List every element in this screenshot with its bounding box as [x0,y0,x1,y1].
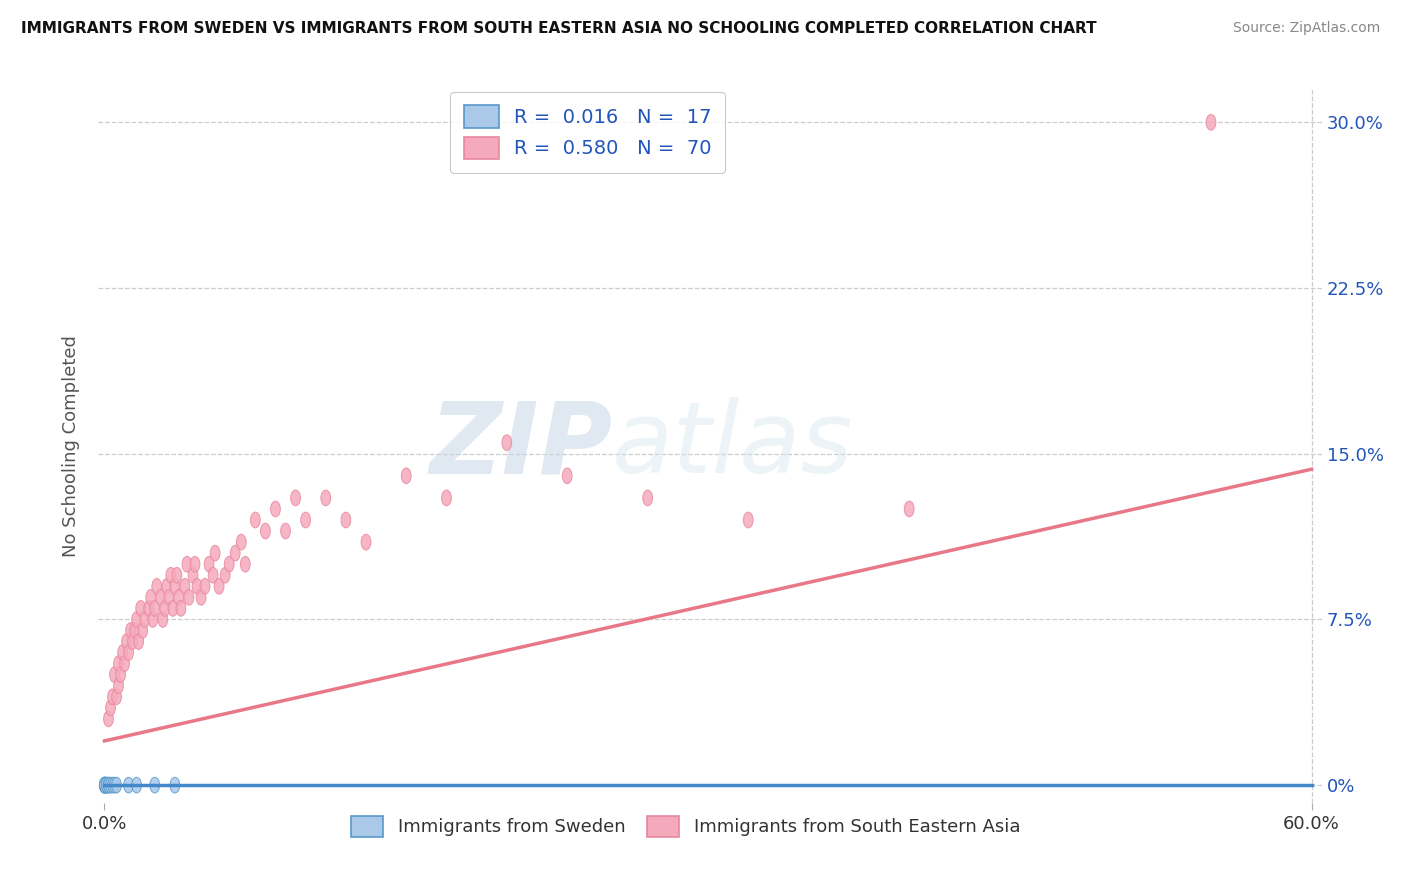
Ellipse shape [281,524,291,539]
Text: ZIP: ZIP [429,398,612,494]
Ellipse shape [240,557,250,572]
Ellipse shape [100,777,110,793]
Ellipse shape [132,612,142,627]
Ellipse shape [231,545,240,561]
Ellipse shape [176,600,186,616]
Ellipse shape [138,623,148,639]
Ellipse shape [108,689,117,705]
Ellipse shape [301,512,311,528]
Ellipse shape [225,557,233,572]
Ellipse shape [124,777,134,793]
Ellipse shape [114,678,124,694]
Ellipse shape [170,578,180,594]
Ellipse shape [167,600,177,616]
Ellipse shape [139,612,149,627]
Ellipse shape [214,578,224,594]
Ellipse shape [132,777,142,793]
Ellipse shape [104,777,114,793]
Ellipse shape [221,567,231,583]
Ellipse shape [100,777,110,793]
Ellipse shape [136,600,146,616]
Ellipse shape [129,623,139,639]
Ellipse shape [162,578,172,594]
Text: IMMIGRANTS FROM SWEDEN VS IMMIGRANTS FROM SOUTH EASTERN ASIA NO SCHOOLING COMPLE: IMMIGRANTS FROM SWEDEN VS IMMIGRANTS FRO… [21,21,1097,37]
Ellipse shape [172,567,181,583]
Ellipse shape [904,501,914,516]
Ellipse shape [643,490,652,506]
Ellipse shape [114,656,124,672]
Text: atlas: atlas [612,398,853,494]
Ellipse shape [291,490,301,506]
Ellipse shape [165,590,174,605]
Ellipse shape [170,777,180,793]
Ellipse shape [166,567,176,583]
Ellipse shape [120,656,129,672]
Ellipse shape [200,578,209,594]
Ellipse shape [152,578,162,594]
Legend: Immigrants from Sweden, Immigrants from South Eastern Asia: Immigrants from Sweden, Immigrants from … [343,808,1028,844]
Ellipse shape [180,578,190,594]
Ellipse shape [174,590,184,605]
Ellipse shape [270,501,280,516]
Ellipse shape [134,633,143,649]
Ellipse shape [110,667,120,682]
Ellipse shape [260,524,270,539]
Ellipse shape [105,700,115,715]
Ellipse shape [211,545,219,561]
Ellipse shape [250,512,260,528]
Ellipse shape [193,578,202,594]
Ellipse shape [236,534,246,550]
Ellipse shape [150,600,160,616]
Ellipse shape [190,557,200,572]
Ellipse shape [188,567,198,583]
Ellipse shape [108,777,117,793]
Ellipse shape [100,777,110,793]
Ellipse shape [100,777,110,793]
Ellipse shape [105,777,115,793]
Ellipse shape [115,667,125,682]
Ellipse shape [156,590,166,605]
Ellipse shape [150,777,160,793]
Ellipse shape [181,557,191,572]
Ellipse shape [124,645,134,660]
Y-axis label: No Schooling Completed: No Schooling Completed [62,335,80,557]
Ellipse shape [101,777,111,793]
Ellipse shape [104,777,114,793]
Ellipse shape [110,777,120,793]
Ellipse shape [100,777,110,793]
Ellipse shape [104,711,114,727]
Ellipse shape [111,777,121,793]
Ellipse shape [128,633,138,649]
Ellipse shape [157,612,167,627]
Ellipse shape [148,612,157,627]
Ellipse shape [195,590,205,605]
Ellipse shape [146,590,156,605]
Ellipse shape [744,512,754,528]
Ellipse shape [361,534,371,550]
Text: Source: ZipAtlas.com: Source: ZipAtlas.com [1233,21,1381,36]
Ellipse shape [204,557,214,572]
Ellipse shape [118,645,128,660]
Ellipse shape [101,777,111,793]
Ellipse shape [208,567,218,583]
Ellipse shape [143,600,153,616]
Ellipse shape [562,468,572,483]
Ellipse shape [184,590,194,605]
Ellipse shape [401,468,411,483]
Ellipse shape [111,689,121,705]
Ellipse shape [1206,114,1216,130]
Ellipse shape [502,434,512,450]
Ellipse shape [342,512,350,528]
Ellipse shape [122,633,132,649]
Ellipse shape [321,490,330,506]
Ellipse shape [125,623,135,639]
Ellipse shape [160,600,170,616]
Ellipse shape [441,490,451,506]
